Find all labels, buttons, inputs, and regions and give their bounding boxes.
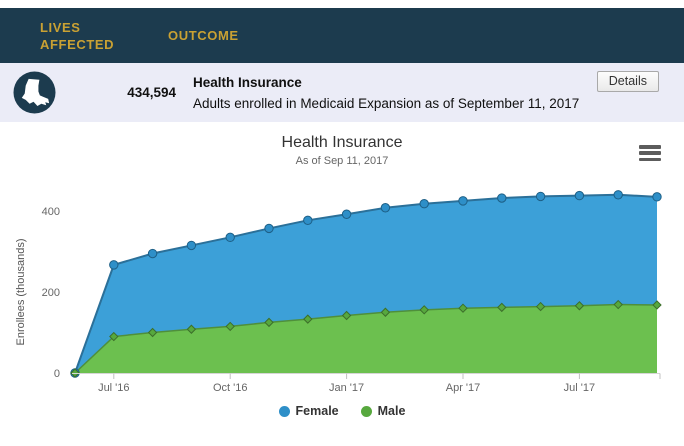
- female-data-point: [303, 215, 313, 226]
- male-data-point: [652, 300, 662, 310]
- x-axis-tick-label: Oct '16: [213, 382, 248, 394]
- summary-row: 434,594 Health Insurance Adults enrolled…: [0, 63, 684, 122]
- male-data-point: [341, 310, 352, 321]
- details-button[interactable]: Details: [596, 71, 659, 92]
- legend-label: Female: [295, 404, 339, 418]
- male-data-point: [303, 314, 313, 324]
- female-data-point: [419, 199, 429, 209]
- female-data-point: [186, 240, 197, 251]
- female-data-point: [458, 196, 468, 206]
- x-axis-tick-label: Apr '17: [446, 382, 481, 394]
- female-data-point: [380, 203, 391, 213]
- male-legend-dot-icon: [360, 405, 372, 417]
- lives-affected-column-header: LIVES AFFECTED: [40, 19, 115, 52]
- chart-legend: Female Male: [0, 402, 684, 420]
- female-data-point: [652, 192, 662, 202]
- female-data-point: [109, 260, 119, 270]
- outcome-column-header: OUTCOME: [168, 28, 239, 43]
- x-axis-tick-label: Jul '16: [98, 382, 129, 394]
- female-data-point: [613, 190, 623, 200]
- x-axis-tick-label: Jul '17: [564, 382, 595, 394]
- chart-card: Health Insurance As of Sep 11, 2017 Enro…: [0, 132, 684, 446]
- female-data-point: [574, 190, 585, 201]
- summary-text: Health Insurance Adults enrolled in Medi…: [193, 72, 579, 114]
- male-data-point: [535, 301, 546, 312]
- enrollment-area-chart: 0 200 400 Jul '16 Oct '16 Jan '17 Apr '17 Jul '…: [0, 168, 684, 400]
- male-line: [74, 303, 658, 374]
- female-line: [74, 193, 658, 374]
- male-data-point: [147, 327, 158, 338]
- male-data-point: [109, 331, 119, 342]
- male-data-point: [458, 303, 468, 313]
- male-data-point: [497, 302, 507, 313]
- female-data-point: [341, 209, 352, 219]
- chart-subtitle: As of Sep 11, 2017: [295, 155, 389, 167]
- summary-title: Health Insurance: [193, 74, 302, 90]
- male-data-point: [186, 324, 197, 334]
- male-data-point: [225, 321, 235, 332]
- hamburger-menu-icon[interactable]: [639, 145, 661, 161]
- female-data-point: [225, 232, 235, 243]
- y-axis-tick-label: 200: [42, 287, 60, 299]
- louisiana-state-icon: [13, 71, 56, 114]
- male-data-point: [419, 305, 429, 315]
- female-data-point: [147, 248, 158, 259]
- male-data-point: [574, 301, 585, 311]
- female-data-point: [497, 193, 507, 203]
- x-axis-tick-label: Jan '17: [329, 382, 364, 394]
- male-area: [75, 304, 657, 373]
- female-data-point: [535, 191, 546, 202]
- male-data-point: [264, 317, 274, 328]
- page: LIVES AFFECTED OUTCOME 434,594 Health In…: [0, 8, 684, 446]
- legend-item-male[interactable]: Male: [360, 404, 406, 418]
- female-legend-dot-icon: [278, 405, 290, 417]
- summary-description: Adults enrolled in Medicaid Expansion as…: [193, 95, 580, 111]
- male-data-point: [613, 299, 623, 310]
- lives-affected-value: 434,594: [127, 85, 176, 100]
- table-header-bar: LIVES AFFECTED OUTCOME: [0, 8, 684, 63]
- y-axis-tick-label: 0: [54, 368, 60, 380]
- female-data-point: [264, 223, 274, 234]
- chart-title: Health Insurance: [281, 134, 403, 151]
- y-axis-title: Enrollees (thousands): [15, 238, 27, 346]
- legend-label: Male: [377, 404, 406, 418]
- male-data-point: [380, 307, 391, 317]
- legend-item-female[interactable]: Female: [278, 404, 339, 418]
- y-axis-tick-label: 400: [42, 206, 60, 218]
